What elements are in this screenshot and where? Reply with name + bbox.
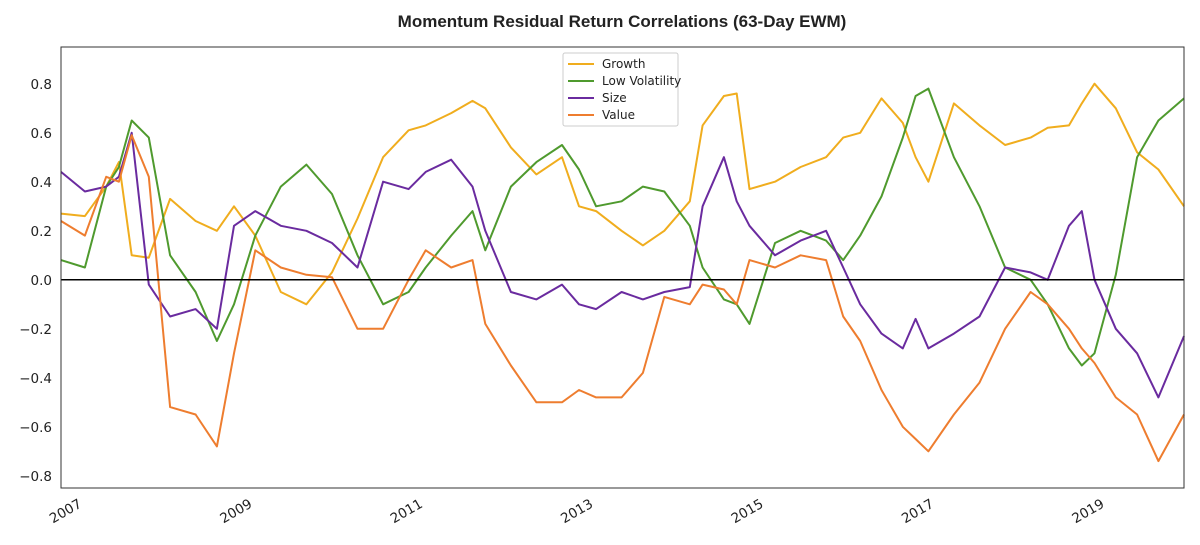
x-tick-label: 2015 bbox=[729, 496, 767, 527]
series-line-low-volatility bbox=[60, 87, 1185, 367]
y-tick-label: 0.4 bbox=[31, 175, 52, 191]
x-axis: 2007 2009 2011 2013 2015 2017 2019 bbox=[47, 496, 1107, 527]
y-tick-label: 0.8 bbox=[31, 77, 52, 93]
series-line-growth bbox=[60, 82, 1185, 306]
plot-frame bbox=[60, 46, 1185, 489]
x-tick-label: 2017 bbox=[899, 496, 937, 527]
y-tick-label: −0.8 bbox=[19, 469, 52, 485]
legend: Growth Low Volatility Size Value bbox=[562, 52, 681, 127]
legend-label: Value bbox=[602, 108, 635, 122]
x-tick-label: 2011 bbox=[388, 496, 426, 527]
x-tick-label: 2013 bbox=[558, 496, 596, 527]
legend-label: Low Volatility bbox=[602, 74, 681, 88]
x-tick-label: 2007 bbox=[47, 496, 85, 527]
y-tick-label: 0.2 bbox=[31, 224, 52, 240]
y-tick-label: −0.2 bbox=[19, 322, 52, 338]
legend-box bbox=[562, 52, 679, 127]
y-tick-label: 0.6 bbox=[31, 126, 52, 142]
y-tick-label: −0.6 bbox=[19, 420, 52, 436]
y-tick-label: −0.4 bbox=[19, 371, 52, 387]
legend-label: Growth bbox=[602, 57, 645, 71]
chart-title: Momentum Residual Return Correlations (6… bbox=[398, 12, 847, 31]
series-line-value bbox=[60, 134, 1185, 463]
y-tick-label: 0.0 bbox=[31, 273, 52, 289]
y-axis: −0.8 −0.6 −0.4 −0.2 0.0 0.2 0.4 0.6 0.8 bbox=[19, 77, 52, 485]
series-line-size bbox=[60, 131, 1185, 399]
x-tick-label: 2019 bbox=[1069, 496, 1107, 527]
series-layer bbox=[60, 82, 1185, 463]
legend-label: Size bbox=[602, 91, 627, 105]
x-tick-label: 2009 bbox=[217, 496, 255, 527]
